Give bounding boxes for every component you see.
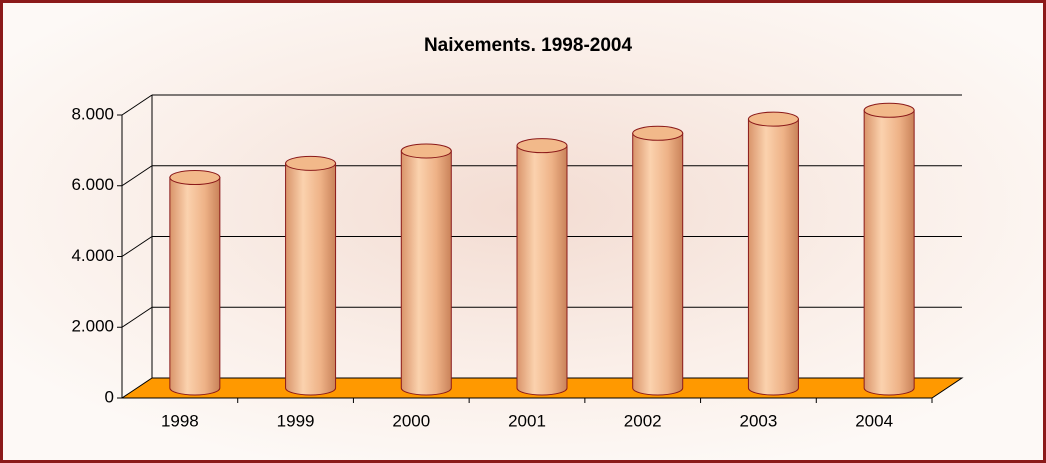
y-tick-label: 8.000 (71, 104, 114, 123)
bar (517, 139, 567, 395)
x-tick-label: 2003 (740, 411, 778, 430)
x-tick-label: 1999 (277, 411, 315, 430)
x-tick-label: 2001 (508, 411, 546, 430)
y-tick-label: 0 (105, 387, 114, 406)
bar-top (170, 171, 220, 185)
bar-top (864, 103, 914, 117)
y-tick-label: 4.000 (71, 246, 114, 265)
bar-body (170, 178, 220, 395)
chart-title: Naixements. 1998-2004 (424, 35, 633, 56)
bar (864, 103, 914, 395)
bar-top (401, 144, 451, 158)
bar-body (401, 151, 451, 395)
chart: Naixements. 1998-2004 0 2.000 4.000 6.000 8.… (0, 0, 1046, 463)
bar-body (864, 110, 914, 395)
y-tick-label: 2.000 (71, 317, 114, 336)
bar-top (286, 156, 336, 170)
bar-top (748, 112, 798, 126)
x-tick-label: 2000 (392, 411, 430, 430)
x-tick-label: 2002 (624, 411, 662, 430)
bar-body (633, 133, 683, 395)
bar-top (633, 126, 683, 140)
x-tick-label: 1998 (161, 411, 199, 430)
bar (633, 126, 683, 395)
bar (748, 112, 798, 395)
bar-body (286, 163, 336, 395)
bar (286, 156, 336, 395)
bar (170, 171, 220, 395)
bar-body (517, 146, 567, 395)
bar-top (517, 139, 567, 153)
bar (401, 144, 451, 395)
y-tick-label: 6.000 (71, 175, 114, 194)
x-tick-label: 2004 (855, 411, 893, 430)
bar-body (748, 119, 798, 395)
